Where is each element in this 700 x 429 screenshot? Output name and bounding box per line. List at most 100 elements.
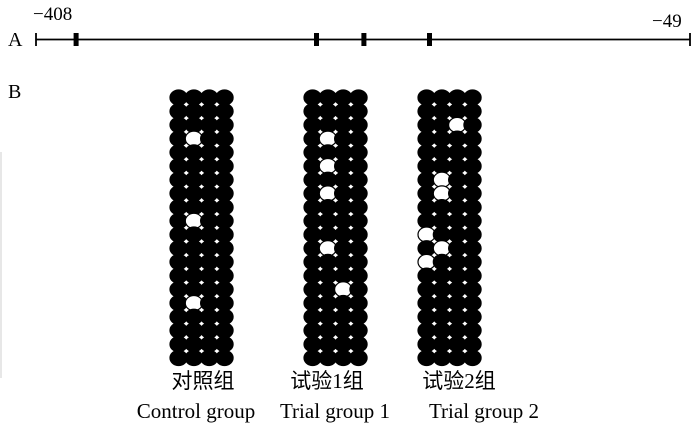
methylated-cpg-dot (463, 103, 482, 120)
methylated-cpg-dot (432, 294, 452, 312)
methylated-cpg-dot (448, 281, 467, 298)
methylated-cpg-dot (169, 294, 188, 312)
methylated-cpg-dot (334, 89, 353, 106)
methylated-cpg-dot (448, 240, 467, 257)
methylated-cpg-dot (303, 253, 322, 271)
methylated-cpg-dot (215, 103, 234, 120)
methylated-cpg-dot (463, 322, 482, 339)
methylated-cpg-dot (334, 349, 353, 367)
unmethylated-cpg-dot (184, 130, 204, 147)
methylated-cpg-dot (169, 212, 188, 230)
methylated-cpg-dot (318, 116, 338, 134)
cpg-site-mark-2 (314, 33, 319, 46)
methylated-cpg-dot (215, 281, 234, 298)
methylated-cpg-dot (184, 198, 204, 216)
methylated-cpg-dot (169, 267, 188, 284)
methylated-cpg-dot (184, 308, 204, 325)
unmethylated-cpg-dot (417, 253, 436, 271)
methylated-cpg-dot (303, 89, 322, 106)
methylated-cpg-dot (349, 116, 368, 134)
methylated-cpg-dot (199, 267, 219, 284)
methylated-cpg-dot (184, 185, 204, 202)
methylated-cpg-dot (303, 116, 322, 134)
methylated-cpg-dot (432, 336, 452, 353)
methylated-cpg-dot (417, 130, 436, 147)
methylated-cpg-dot (169, 336, 188, 353)
methylated-cpg-dot (463, 157, 482, 175)
methylated-cpg-dot (318, 294, 338, 312)
methylation-grid-1 (169, 89, 234, 367)
methylated-cpg-dot (169, 185, 188, 202)
methylated-cpg-dot (349, 281, 368, 298)
methylated-cpg-dot (334, 103, 353, 120)
methylated-cpg-dot (463, 349, 482, 367)
methylated-cpg-dot (318, 89, 338, 106)
methylated-cpg-dot (349, 185, 368, 202)
methylated-cpg-dot (463, 130, 482, 147)
methylated-cpg-dot (334, 240, 353, 257)
methylated-cpg-dot (215, 253, 234, 271)
methylated-cpg-dot (184, 157, 204, 175)
methylated-cpg-dot (448, 185, 467, 202)
methylated-cpg-dot (318, 103, 338, 120)
methylated-cpg-dot (417, 322, 436, 339)
unmethylated-cpg-dot (184, 294, 204, 312)
methylated-cpg-dot (184, 336, 204, 353)
methylated-cpg-dot (199, 171, 219, 188)
methylated-cpg-dot (169, 103, 188, 120)
methylated-cpg-dot (215, 240, 234, 257)
methylated-cpg-dot (169, 198, 188, 216)
methylated-cpg-dot (463, 226, 482, 243)
methylated-cpg-dot (349, 349, 368, 367)
methylated-cpg-dot (318, 198, 338, 216)
methylated-cpg-dot (318, 144, 338, 161)
methylated-cpg-dot (334, 185, 353, 202)
methylated-cpg-dot (349, 212, 368, 230)
methylated-cpg-dot (432, 253, 452, 271)
methylated-cpg-dot (303, 185, 322, 202)
methylated-cpg-dot (199, 226, 219, 243)
methylated-cpg-dot (334, 212, 353, 230)
methylated-cpg-dot (169, 240, 188, 257)
methylated-cpg-dot (215, 226, 234, 243)
methylated-cpg-dot (334, 157, 353, 175)
methylated-cpg-dot (169, 89, 188, 106)
methylated-cpg-dot (184, 226, 204, 243)
methylated-cpg-dot (184, 267, 204, 284)
methylated-cpg-dot (448, 144, 467, 161)
methylated-cpg-dot (334, 130, 353, 147)
unmethylated-cpg-dot (318, 185, 338, 202)
methylated-cpg-dot (199, 116, 219, 134)
cpg-site-mark-1 (73, 33, 79, 46)
trial-group-2-label-cn: 试验2组 (422, 369, 496, 393)
methylated-cpg-dot (417, 171, 436, 188)
methylated-cpg-dot (318, 281, 338, 298)
methylated-cpg-dot (303, 157, 322, 175)
methylated-cpg-dot (199, 253, 219, 271)
start-position-label: −408 (33, 4, 72, 25)
methylated-cpg-dot (349, 103, 368, 120)
methylated-cpg-dot (334, 171, 353, 188)
methylated-cpg-dot (169, 171, 188, 188)
methylated-cpg-dot (448, 171, 467, 188)
methylated-cpg-dot (463, 198, 482, 216)
methylated-cpg-dot (318, 226, 338, 243)
methylated-cpg-dot (318, 308, 338, 325)
methylated-cpg-dot (349, 226, 368, 243)
methylated-cpg-dot (432, 130, 452, 147)
methylated-cpg-dot (169, 226, 188, 243)
panel-a: A −408 −49 (8, 4, 691, 51)
methylated-cpg-dot (318, 267, 338, 284)
unmethylated-cpg-dot (318, 130, 338, 147)
methylated-cpg-dot (417, 294, 436, 312)
methylated-cpg-dot (199, 103, 219, 120)
unmethylated-cpg-dot (318, 157, 338, 175)
methylated-cpg-dot (215, 157, 234, 175)
methylated-cpg-dot (199, 322, 219, 339)
methylated-cpg-dot (215, 294, 234, 312)
methylated-cpg-dot (199, 281, 219, 298)
methylated-cpg-dot (417, 157, 436, 175)
methylated-cpg-dot (169, 322, 188, 339)
methylated-cpg-dot (448, 212, 467, 230)
methylated-cpg-dot (303, 198, 322, 216)
